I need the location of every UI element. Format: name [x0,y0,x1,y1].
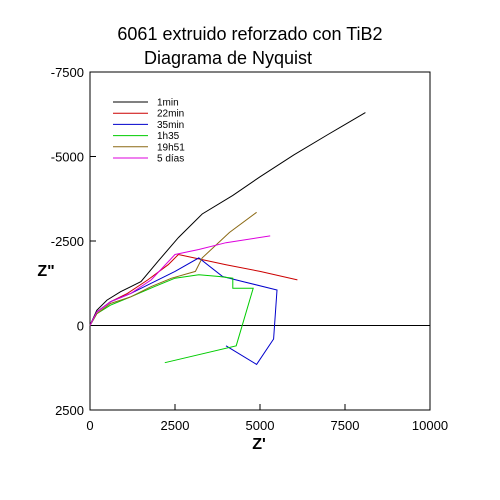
series-line-1 [89,112,366,326]
x-tick-label: 7500 [331,418,360,433]
y-tick-label: -5000 [51,150,84,165]
legend-label: 22min [157,109,184,120]
x-tick-label: 10000 [412,418,448,433]
y-axis-ticks: -7500 -5000 -2500 0 2500 [51,65,96,418]
y-tick-label: -2500 [51,234,84,249]
x-tick-label: 5000 [246,418,275,433]
series-line-4 [89,274,254,364]
legend-label: 1h35 [157,131,180,142]
x-axis-label: Z' [252,436,266,453]
x-tick-label: 0 [86,418,93,433]
series-line-2 [89,253,298,326]
chart-title: 6061 extruido reforzado con TiB2 [117,24,382,44]
x-axis-ticks: 0 2500 5000 7500 10000 [86,404,448,433]
y-axis-label: Z" [37,263,54,280]
y-tick-label: 2500 [55,403,84,418]
legend-label: 5 días [157,154,184,165]
series-layer [89,112,366,366]
y-tick-label: -7500 [51,65,84,80]
y-tick-label: 0 [77,319,84,334]
legend-label: 1min [157,98,179,109]
legend-label: 35min [157,120,184,131]
x-tick-label: 2500 [161,418,190,433]
legend-label: 19h51 [157,142,185,153]
series-line-3 [89,257,278,366]
series-line-6 [89,235,271,326]
chart-subtitle: Diagrama de Nyquist [144,48,312,68]
series-line-5 [89,211,257,326]
